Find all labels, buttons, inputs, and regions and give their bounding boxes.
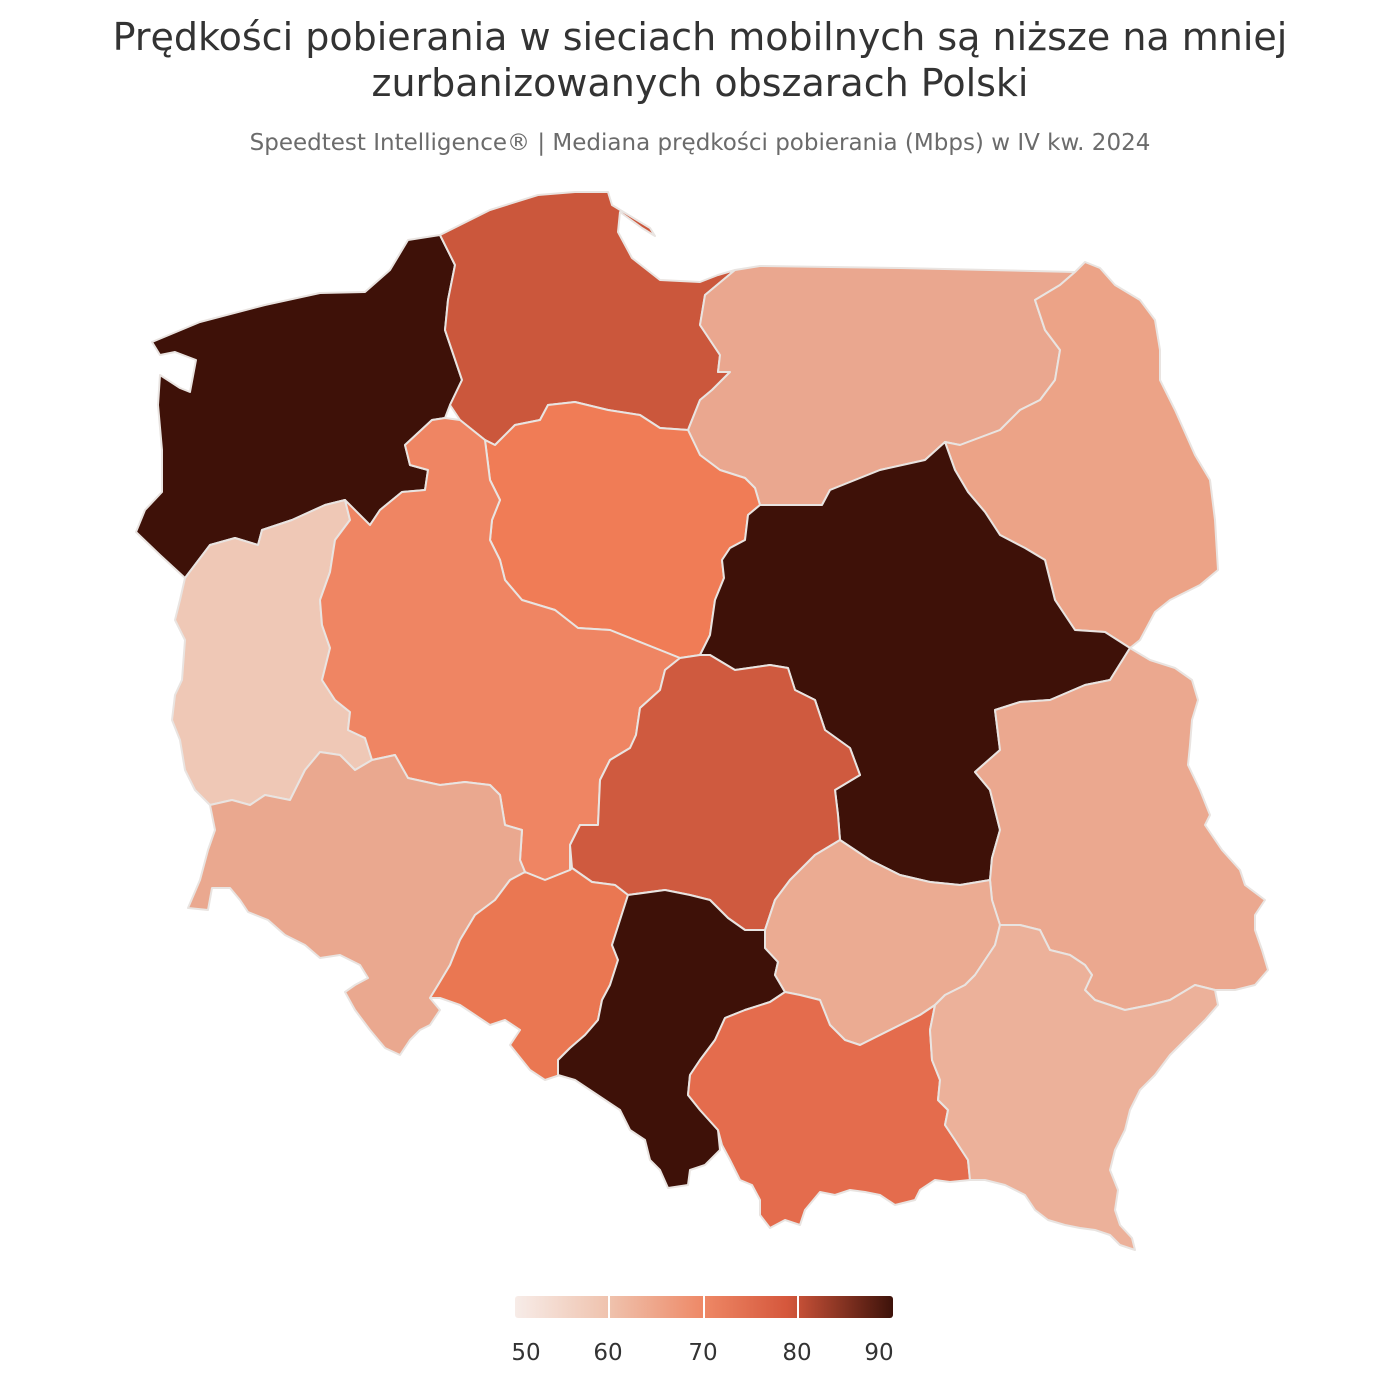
legend-tick-70: 70: [688, 1340, 717, 1366]
map-title: Prędkości pobierania w sieciach mobilnyc…: [100, 14, 1300, 106]
title-line-1: Prędkości pobierania w sieciach mobilnyc…: [112, 15, 1288, 59]
legend-tick-80: 80: [782, 1340, 811, 1366]
legend-tick-90: 90: [864, 1340, 893, 1366]
map-subtitle: Speedtest Intelligence® | Mediana prędko…: [249, 130, 1151, 156]
legend-tick-60: 60: [593, 1340, 622, 1366]
legend-tick-50: 50: [511, 1340, 540, 1366]
region-opolskie[interactable]: [429, 867, 629, 1081]
region-podkarpackie[interactable]: [929, 924, 1219, 1251]
region-malopolskie[interactable]: [687, 991, 971, 1229]
title-line-2: zurbanizowanych obszarach Polski: [371, 61, 1029, 105]
